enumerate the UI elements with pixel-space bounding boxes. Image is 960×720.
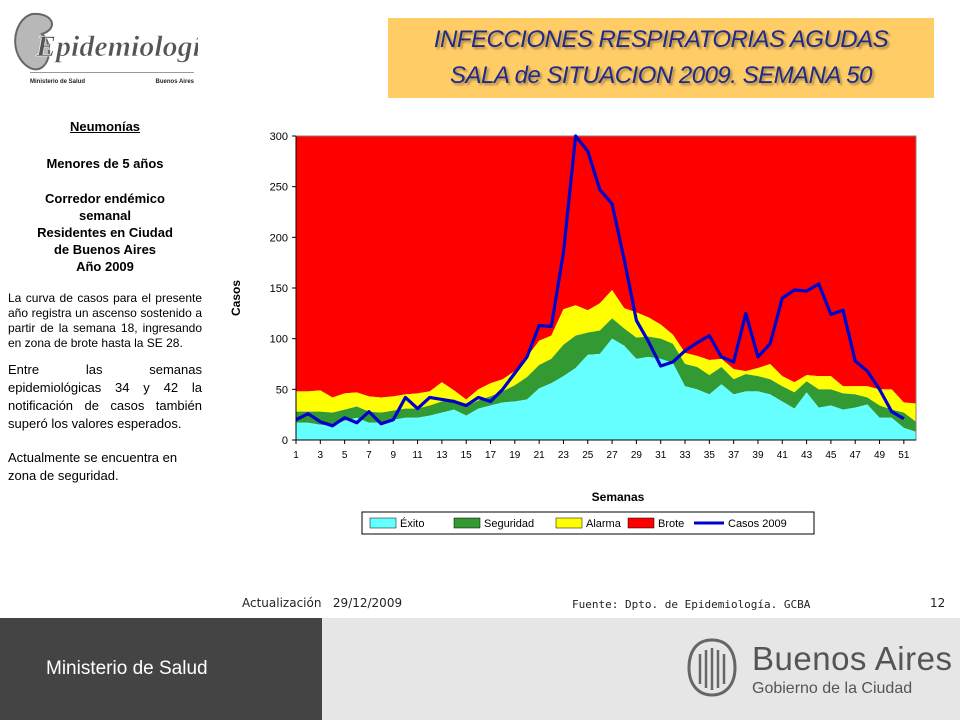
x-tick-label: 3 xyxy=(318,450,324,461)
x-tick-label: 25 xyxy=(582,450,594,461)
legend-alarma-swatch xyxy=(555,517,583,529)
city-subtitle: Gobierno de la Ciudad xyxy=(752,680,913,697)
logo-tagline: Ministerio de Salud Buenos Aires xyxy=(30,72,194,91)
x-tick-label: 29 xyxy=(631,450,643,461)
sidebar-desc-line-5: Año 2009 xyxy=(76,259,134,274)
source-note: Fuente: Dpto. de Epidemiología. GCBA xyxy=(572,598,811,611)
x-tick-label: 21 xyxy=(534,450,546,461)
legend-exito-swatch xyxy=(369,517,397,529)
x-tick-label: 47 xyxy=(850,450,862,461)
x-tick-label: 37 xyxy=(728,450,740,461)
sidebar-desc-line-1: Corredor endémico xyxy=(45,191,165,206)
x-tick-label: 41 xyxy=(777,450,789,461)
exito-band xyxy=(296,338,916,440)
x-tick-label: 5 xyxy=(342,450,348,461)
sidebar-paragraph-3: Actualmente se encuentra en zona de segu… xyxy=(8,450,178,483)
sidebar-desc-line-4: de Buenos Aires xyxy=(53,242,157,257)
sidebar-paragraph-1: La curva de casos para el presente año r… xyxy=(8,291,202,350)
x-tick-label: 31 xyxy=(655,450,667,461)
x-tick-label: 19 xyxy=(509,450,521,461)
x-tick-label: 17 xyxy=(485,450,497,461)
logo-city-label: Buenos Aires xyxy=(155,79,194,85)
page-subtitle: SALA de SITUACION 2009. SEMANA 50 xyxy=(450,62,872,89)
x-tick-label: 11 xyxy=(412,450,423,461)
x-tick-label: 7 xyxy=(366,450,372,461)
y-tick-label: 150 xyxy=(270,283,288,295)
logo-ministry-label: Ministerio de Salud xyxy=(30,79,86,85)
y-tick-label: 0 xyxy=(282,435,288,447)
sidebar-desc-line-3: Residentes en Ciudad xyxy=(37,225,173,240)
x-tick-label: 39 xyxy=(752,450,764,461)
update-date: 29/12/2009 xyxy=(332,596,403,610)
epidemiologia-logo: Epidemiología xyxy=(8,6,216,90)
x-tick-label: 9 xyxy=(390,450,396,461)
x-tick-label: 27 xyxy=(607,450,619,461)
y-tick-label: 50 xyxy=(276,384,288,396)
y-axis-label: Casos xyxy=(229,280,243,316)
x-tick-label: 1 xyxy=(293,450,299,461)
y-tick-label: 200 xyxy=(270,232,288,244)
x-axis-label: Semanas xyxy=(592,490,645,504)
plot-line xyxy=(295,134,905,428)
seguridad-band xyxy=(296,318,916,432)
legend-exito-label: Éxito xyxy=(400,517,424,530)
y-tick-label: 100 xyxy=(270,334,288,346)
legend-box xyxy=(361,511,815,535)
brote-band xyxy=(296,136,916,404)
plot-areas xyxy=(295,135,917,441)
logo-swoosh-shape xyxy=(14,12,53,71)
x-tick-label: 35 xyxy=(704,450,716,461)
alarma-band xyxy=(296,290,916,422)
sidebar-subheading: Menores de 5 años xyxy=(46,156,164,171)
sidebar-heading: Neumonías xyxy=(69,119,141,134)
legend-brote-swatch xyxy=(627,517,655,529)
x-tick-label: 33 xyxy=(679,450,691,461)
legend-brote-label: Brote xyxy=(658,518,684,530)
page-title: INFECCIONES RESPIRATORIAS AGUDAS xyxy=(433,26,889,53)
legend-seguridad-swatch xyxy=(453,517,481,529)
x-tick-label: 43 xyxy=(801,450,813,461)
legend-casos-2009-label: Casos 2009 xyxy=(728,518,787,530)
legend-alarma-label: Alarma xyxy=(586,518,622,530)
update-info: Actualización 29/12/2009 xyxy=(242,596,402,610)
casos-2009-line xyxy=(295,134,905,428)
x-tick-label: 15 xyxy=(461,450,473,461)
logo-text: Epidemiología xyxy=(35,30,198,63)
sidebar: Neumonías Menores de 5 años Corredor end… xyxy=(8,118,202,485)
city-name: Buenos Aires xyxy=(752,640,953,677)
sidebar-desc-line-2: semanal xyxy=(78,208,132,223)
y-tick-label: 250 xyxy=(270,182,288,194)
x-tick-label: 45 xyxy=(825,450,837,461)
update-label: Actualización xyxy=(242,596,322,610)
city-emblem-icon xyxy=(687,638,737,697)
x-tick-label: 13 xyxy=(436,450,448,461)
chart-legend: Éxito Seguridad Alarma Brote Casos 2009 xyxy=(361,511,815,535)
page-number: 12 xyxy=(930,596,946,610)
ministry-label: Ministerio de Salud xyxy=(46,658,208,679)
title-box: INFECCIONES RESPIRATORIAS AGUDAS SALA de… xyxy=(388,18,934,98)
x-tick-label: 49 xyxy=(874,450,886,461)
y-tick-label: 300 xyxy=(270,131,288,143)
x-tick-label: 51 xyxy=(898,450,910,461)
bottom-bar-right xyxy=(322,618,960,720)
bottom-bar-left xyxy=(0,618,322,720)
sidebar-paragraph-2: Entre las semanas epidemiológicas 34 y 4… xyxy=(8,362,202,431)
legend-seguridad-label: Seguridad xyxy=(484,518,534,530)
x-tick-label: 23 xyxy=(558,450,570,461)
